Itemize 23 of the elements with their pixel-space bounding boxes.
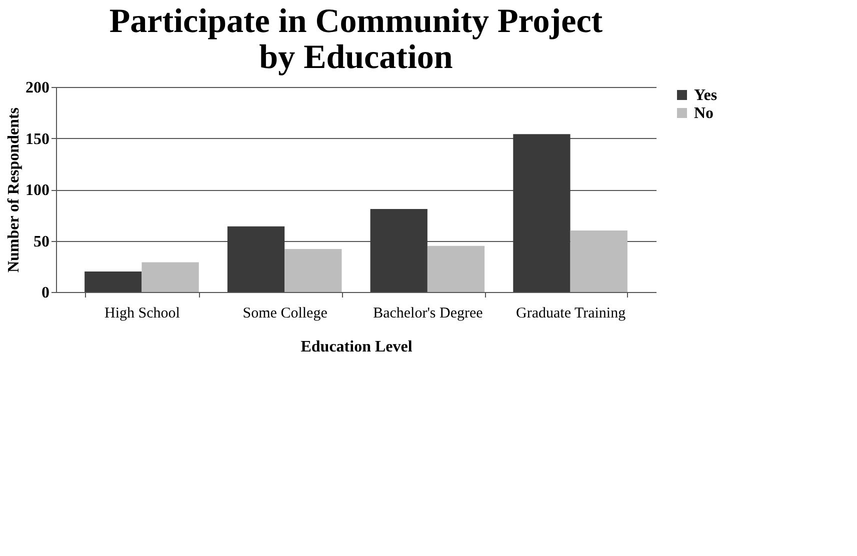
- y-tick-label: 50: [34, 233, 50, 250]
- x-tick-label: Graduate Training: [516, 306, 626, 322]
- x-axis-title: Education Level: [300, 338, 413, 356]
- legend-label: No: [694, 105, 714, 122]
- y-axis-title: Number of Respondents: [6, 107, 22, 273]
- y-tick-label: 150: [26, 130, 50, 148]
- y-tick-label: 100: [26, 182, 50, 199]
- x-tick-label: Bachelor's Degree: [373, 306, 484, 322]
- y-tick-label: 0: [42, 284, 50, 302]
- x-tick-label: High School: [104, 306, 180, 322]
- x-tick-label: Some College: [242, 306, 328, 322]
- bar: [84, 272, 142, 292]
- bar: [227, 226, 285, 292]
- y-tick-label: 200: [26, 80, 50, 96]
- bar: [370, 208, 428, 292]
- legend-label: Yes: [694, 87, 718, 104]
- text: Participate in Community Project: [109, 3, 603, 40]
- bar: [142, 262, 199, 292]
- bar: [284, 248, 342, 292]
- bar: [427, 246, 485, 292]
- bar: [513, 134, 570, 292]
- text: by Education: [259, 39, 453, 76]
- bar: [570, 230, 628, 292]
